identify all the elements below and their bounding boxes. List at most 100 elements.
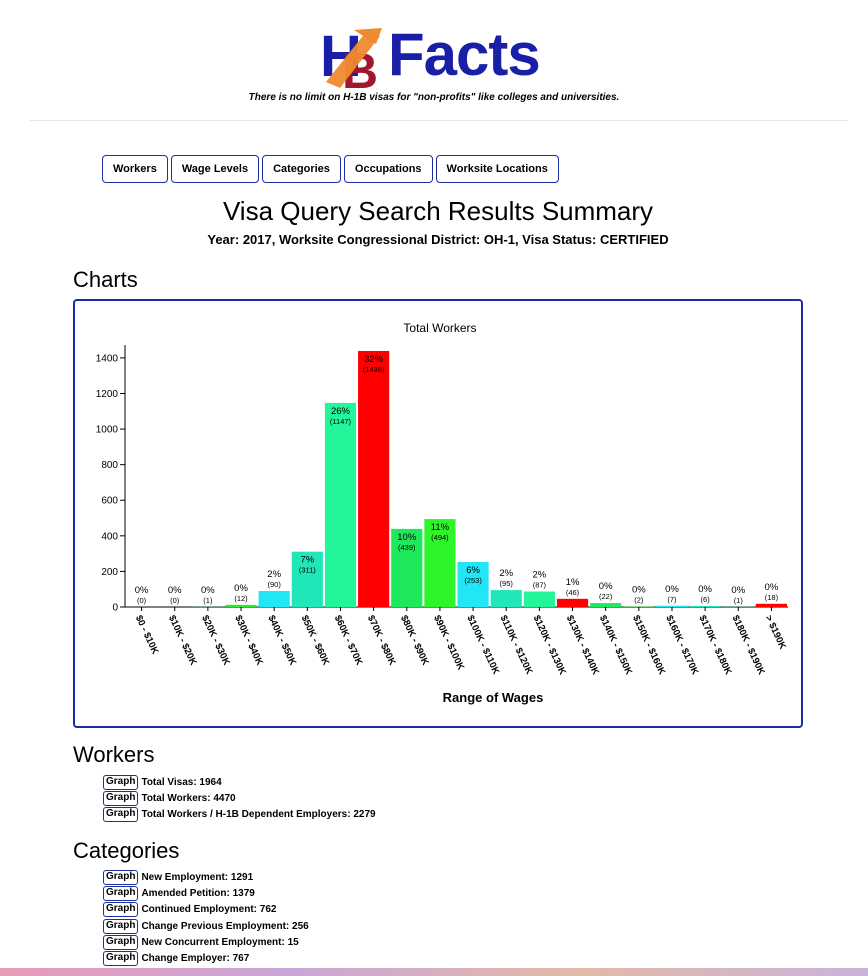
page-title: Visa Query Search Results Summary [222, 196, 654, 226]
x-tick-label: $70K - $80K [365, 614, 398, 668]
x-tick-label: > $190K [763, 614, 788, 652]
x-tick-label: $130K - $140K [564, 614, 601, 677]
bar-count-label: (6) [701, 595, 711, 604]
x-tick-label: $110K - $120K [498, 614, 535, 677]
x-tick-label: $120K - $130K [531, 614, 568, 677]
x-tick-label: $60K - $70K [332, 614, 365, 668]
chart-bar [590, 603, 622, 607]
category-new-concurrent-employment: New Concurrent Employment: 15 [141, 936, 299, 948]
y-tick-label: 600 [101, 496, 118, 507]
y-tick-label: 1000 [96, 425, 119, 436]
graph-button[interactable]: Graph [103, 774, 139, 790]
taskbar-strip [0, 968, 868, 976]
chart-bar [523, 591, 555, 607]
graph-button[interactable]: Graph [103, 885, 139, 901]
bar-count-label: (1147) [330, 417, 352, 426]
graph-button[interactable]: Graph [103, 951, 139, 967]
bar-percent-label: 0% [632, 585, 646, 596]
categories-list: Graph New Employment: 1291 Graph Amended… [103, 869, 309, 967]
bar-count-label: (95) [500, 579, 514, 588]
bar-percent-label: 0% [765, 582, 779, 593]
tab-categories[interactable]: Categories [262, 155, 341, 183]
x-tick-label: $100K - $110K [464, 614, 501, 677]
x-tick-label: $90K - $100K [431, 614, 466, 672]
workers-total-visas: Total Visas: 1964 [141, 776, 222, 788]
tab-wage-levels[interactable]: Wage Levels [170, 155, 260, 183]
bar-percent-label: 0% [599, 581, 613, 592]
list-item: Graph Total Workers / H-1B Dependent Emp… [103, 807, 376, 823]
bar-count-label: (2) [634, 596, 644, 605]
list-item: Graph Change Employer: 767 [103, 950, 309, 967]
tab-workers[interactable]: Workers [102, 155, 168, 183]
bar-percent-label: 2% [499, 568, 513, 579]
chart-bar [258, 590, 290, 607]
list-item: Graph Amended Petition: 1379 [103, 885, 309, 901]
status-label: , Visa Status: [514, 232, 597, 247]
y-tick-label: 800 [101, 460, 118, 471]
total-workers-chart: Total Workers 0 200 400 600 800 1000 1200 1400 0%… [73, 299, 803, 728]
logo-text: Facts [388, 21, 541, 88]
bar-percent-label: 2% [533, 570, 547, 581]
bar-percent-label: 0% [135, 585, 149, 596]
hb-logo-icon: H B [320, 24, 382, 90]
graph-button[interactable]: Graph [103, 869, 139, 885]
bar-percent-label: 0% [234, 583, 248, 594]
bar-count-label: (12) [234, 594, 248, 603]
x-tick-label: $140K - $150K [597, 614, 634, 677]
category-continued-employment: Continued Employment: 762 [141, 904, 277, 916]
list-item: Graph Total Workers: 4470 [103, 790, 376, 806]
x-axis-label: Range of Wages [443, 690, 544, 705]
x-tick-label: $30K - $40K [232, 614, 265, 668]
categories-heading: Categories [73, 838, 180, 863]
x-tick-label: $0 - $10K [133, 614, 161, 657]
chart-bar [324, 402, 357, 607]
chart-bar [490, 590, 522, 607]
x-tick-label: $170K - $180K [696, 614, 733, 677]
bar-chart: Total Workers 0 200 400 600 800 1000 1200 1400 0%… [96, 321, 788, 705]
category-amended-petition: Amended Petition: 1379 [141, 887, 255, 899]
chart-bar [656, 605, 688, 607]
y-tick-label: 1400 [96, 353, 119, 364]
status-value: CERTIFIED [599, 232, 669, 247]
graph-button[interactable]: Graph [103, 918, 139, 934]
charts-heading: Charts [73, 267, 138, 292]
x-tick-label: $80K - $90K [398, 614, 431, 668]
bar-percent-label: 26% [331, 406, 351, 417]
year-label: Year: [207, 232, 240, 247]
bar-count-label: (494) [431, 533, 449, 542]
chart-bar [755, 603, 787, 607]
graph-button[interactable]: Graph [103, 807, 139, 823]
category-change-previous-employment: Change Previous Employment: 256 [141, 920, 309, 932]
x-tick-label: $40K - $50K [265, 614, 298, 668]
x-tick-label: $20K - $30K [199, 614, 232, 668]
list-item: Graph New Concurrent Employment: 15 [103, 934, 309, 950]
bar-percent-label: 0% [698, 584, 712, 595]
bar-percent-label: 11% [431, 522, 450, 533]
tab-bar: Workers Wage Levels Categories Occupatio… [102, 155, 559, 183]
bar-count-label: (1) [203, 596, 213, 605]
chart-bar [358, 350, 390, 607]
bar-count-label: (0) [137, 596, 147, 605]
graph-button[interactable]: Graph [103, 934, 139, 950]
year-value: 2017 [242, 232, 272, 247]
tagline: There is no limit on H-1B visas for "non… [248, 92, 620, 103]
bar-count-label: (22) [599, 592, 613, 601]
chart-bar [689, 605, 721, 607]
graph-button[interactable]: Graph [103, 902, 139, 918]
tab-worksite-locations[interactable]: Worksite Locations [435, 155, 559, 183]
chart-bar [291, 551, 323, 607]
bar-count-label: (0) [170, 596, 180, 605]
site-logo[interactable]: H B Facts [320, 20, 560, 91]
chart-bar [556, 598, 589, 607]
chart-bar [225, 604, 257, 607]
workers-list: Graph Total Visas: 1964 Graph Total Work… [103, 774, 376, 823]
header-divider [30, 120, 848, 121]
bar-count-label: (90) [268, 580, 282, 589]
category-new-employment: New Employment: 1291 [141, 871, 254, 883]
tab-occupations[interactable]: Occupations [343, 155, 433, 183]
site-header: H B Facts There is no limit on H-1B visa… [0, 0, 868, 122]
x-tick-label: $150K - $160K [630, 614, 667, 677]
x-tick-label: $160K - $170K [663, 614, 700, 677]
graph-button[interactable]: Graph [103, 790, 139, 806]
bar-count-label: (18) [765, 593, 779, 602]
